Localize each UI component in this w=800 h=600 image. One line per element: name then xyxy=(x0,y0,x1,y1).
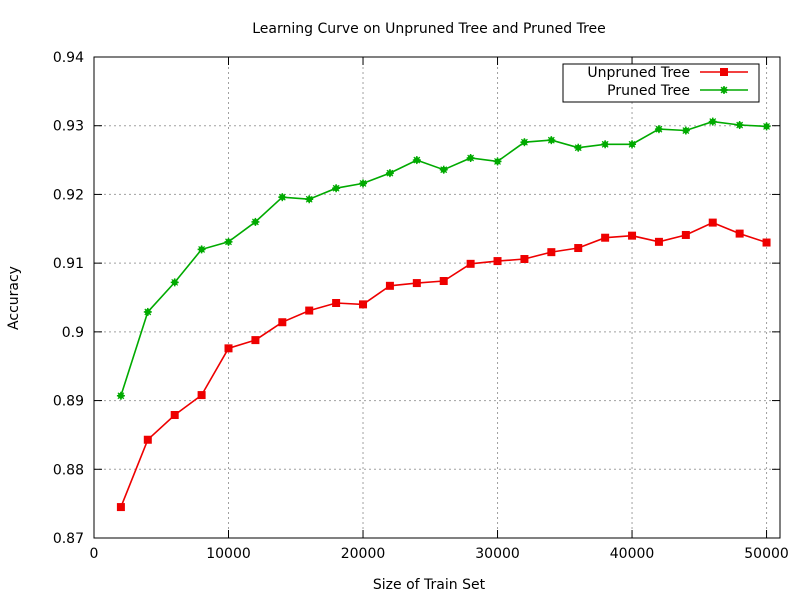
data-point-pruned xyxy=(412,156,421,165)
data-point-pruned xyxy=(654,125,663,134)
data-point-unpruned xyxy=(520,255,529,264)
data-point-pruned xyxy=(359,179,368,188)
data-point-pruned xyxy=(170,278,179,287)
y-tick-label: 0.89 xyxy=(53,394,84,410)
data-point-pruned xyxy=(143,307,152,316)
data-point-pruned xyxy=(708,117,717,126)
data-point-pruned xyxy=(493,157,502,166)
data-point-unpruned xyxy=(439,277,448,286)
y-tick-label: 0.94 xyxy=(53,50,84,66)
x-tick-label: 30000 xyxy=(475,546,520,562)
data-point-unpruned xyxy=(278,318,287,327)
series-line-unpruned xyxy=(120,221,767,508)
data-point-unpruned xyxy=(305,306,314,315)
x-tick-label: 10000 xyxy=(206,546,251,562)
data-point-pruned xyxy=(385,169,394,178)
data-point-pruned xyxy=(735,121,744,130)
data-point-pruned xyxy=(628,140,637,149)
x-tick-label: 20000 xyxy=(341,546,386,562)
data-point-unpruned xyxy=(412,279,421,288)
series-layer xyxy=(116,117,771,512)
y-tick-label: 0.93 xyxy=(53,119,84,135)
data-point-pruned xyxy=(762,122,771,131)
y-tick-label: 0.91 xyxy=(53,256,84,272)
data-point-unpruned xyxy=(628,231,637,240)
x-tick-label: 0 xyxy=(90,546,99,562)
chart-title: Learning Curve on Unpruned Tree and Prun… xyxy=(252,21,606,37)
x-tick-label: 50000 xyxy=(744,546,789,562)
data-point-pruned xyxy=(305,195,314,204)
legend: Unpruned Tree Pruned Tree xyxy=(562,63,760,103)
data-point-unpruned xyxy=(547,248,556,257)
data-point-unpruned xyxy=(708,218,717,227)
data-point-pruned xyxy=(116,391,125,400)
data-point-pruned xyxy=(601,140,610,149)
data-point-unpruned xyxy=(681,230,690,239)
data-point-unpruned xyxy=(170,411,179,420)
legend-swatch-marker-pruned xyxy=(720,86,728,94)
y-tick-labels: 0.87 0.88 0.89 0.9 0.91 0.92 0.93 0.94 xyxy=(53,50,84,547)
data-point-unpruned xyxy=(143,435,152,444)
data-point-pruned xyxy=(547,136,556,145)
data-point-unpruned xyxy=(654,237,663,246)
y-axis-label: Accuracy xyxy=(6,266,22,330)
data-point-unpruned xyxy=(466,259,475,268)
data-point-unpruned xyxy=(493,257,502,266)
x-tick-label: 40000 xyxy=(610,546,655,562)
data-point-unpruned xyxy=(359,300,368,309)
data-point-unpruned xyxy=(385,281,394,290)
tick-marks xyxy=(93,56,780,539)
data-point-pruned xyxy=(574,143,583,152)
legend-swatch-marker-unpruned xyxy=(720,68,728,76)
plot-frame xyxy=(93,56,781,539)
data-point-unpruned xyxy=(332,298,341,307)
data-point-pruned xyxy=(466,154,475,163)
data-point-unpruned xyxy=(224,344,233,353)
y-tick-label: 0.87 xyxy=(53,531,84,547)
legend-label-pruned: Pruned Tree xyxy=(607,83,690,99)
data-point-pruned xyxy=(224,237,233,246)
y-tick-label: 0.92 xyxy=(53,187,84,203)
y-tick-label: 0.9 xyxy=(62,325,84,341)
data-point-unpruned xyxy=(601,233,610,242)
grid-lines xyxy=(94,57,780,538)
x-tick-labels: 0 10000 20000 30000 40000 50000 xyxy=(90,546,789,562)
data-point-pruned xyxy=(439,165,448,174)
data-point-pruned xyxy=(332,184,341,193)
data-point-unpruned xyxy=(735,229,744,238)
data-point-unpruned xyxy=(762,238,771,247)
series-line-pruned xyxy=(120,120,767,397)
data-point-pruned xyxy=(520,138,529,147)
legend-swatches xyxy=(700,68,748,94)
data-point-pruned xyxy=(197,245,206,254)
data-point-unpruned xyxy=(574,244,583,253)
data-point-pruned xyxy=(681,126,690,135)
data-point-pruned xyxy=(278,193,287,202)
y-tick-label: 0.88 xyxy=(53,462,84,478)
data-point-unpruned xyxy=(251,336,260,345)
data-point-unpruned xyxy=(116,503,125,512)
data-point-pruned xyxy=(251,217,260,226)
x-axis-label: Size of Train Set xyxy=(373,577,486,593)
legend-label-unpruned: Unpruned Tree xyxy=(587,65,690,81)
data-point-unpruned xyxy=(197,391,206,400)
